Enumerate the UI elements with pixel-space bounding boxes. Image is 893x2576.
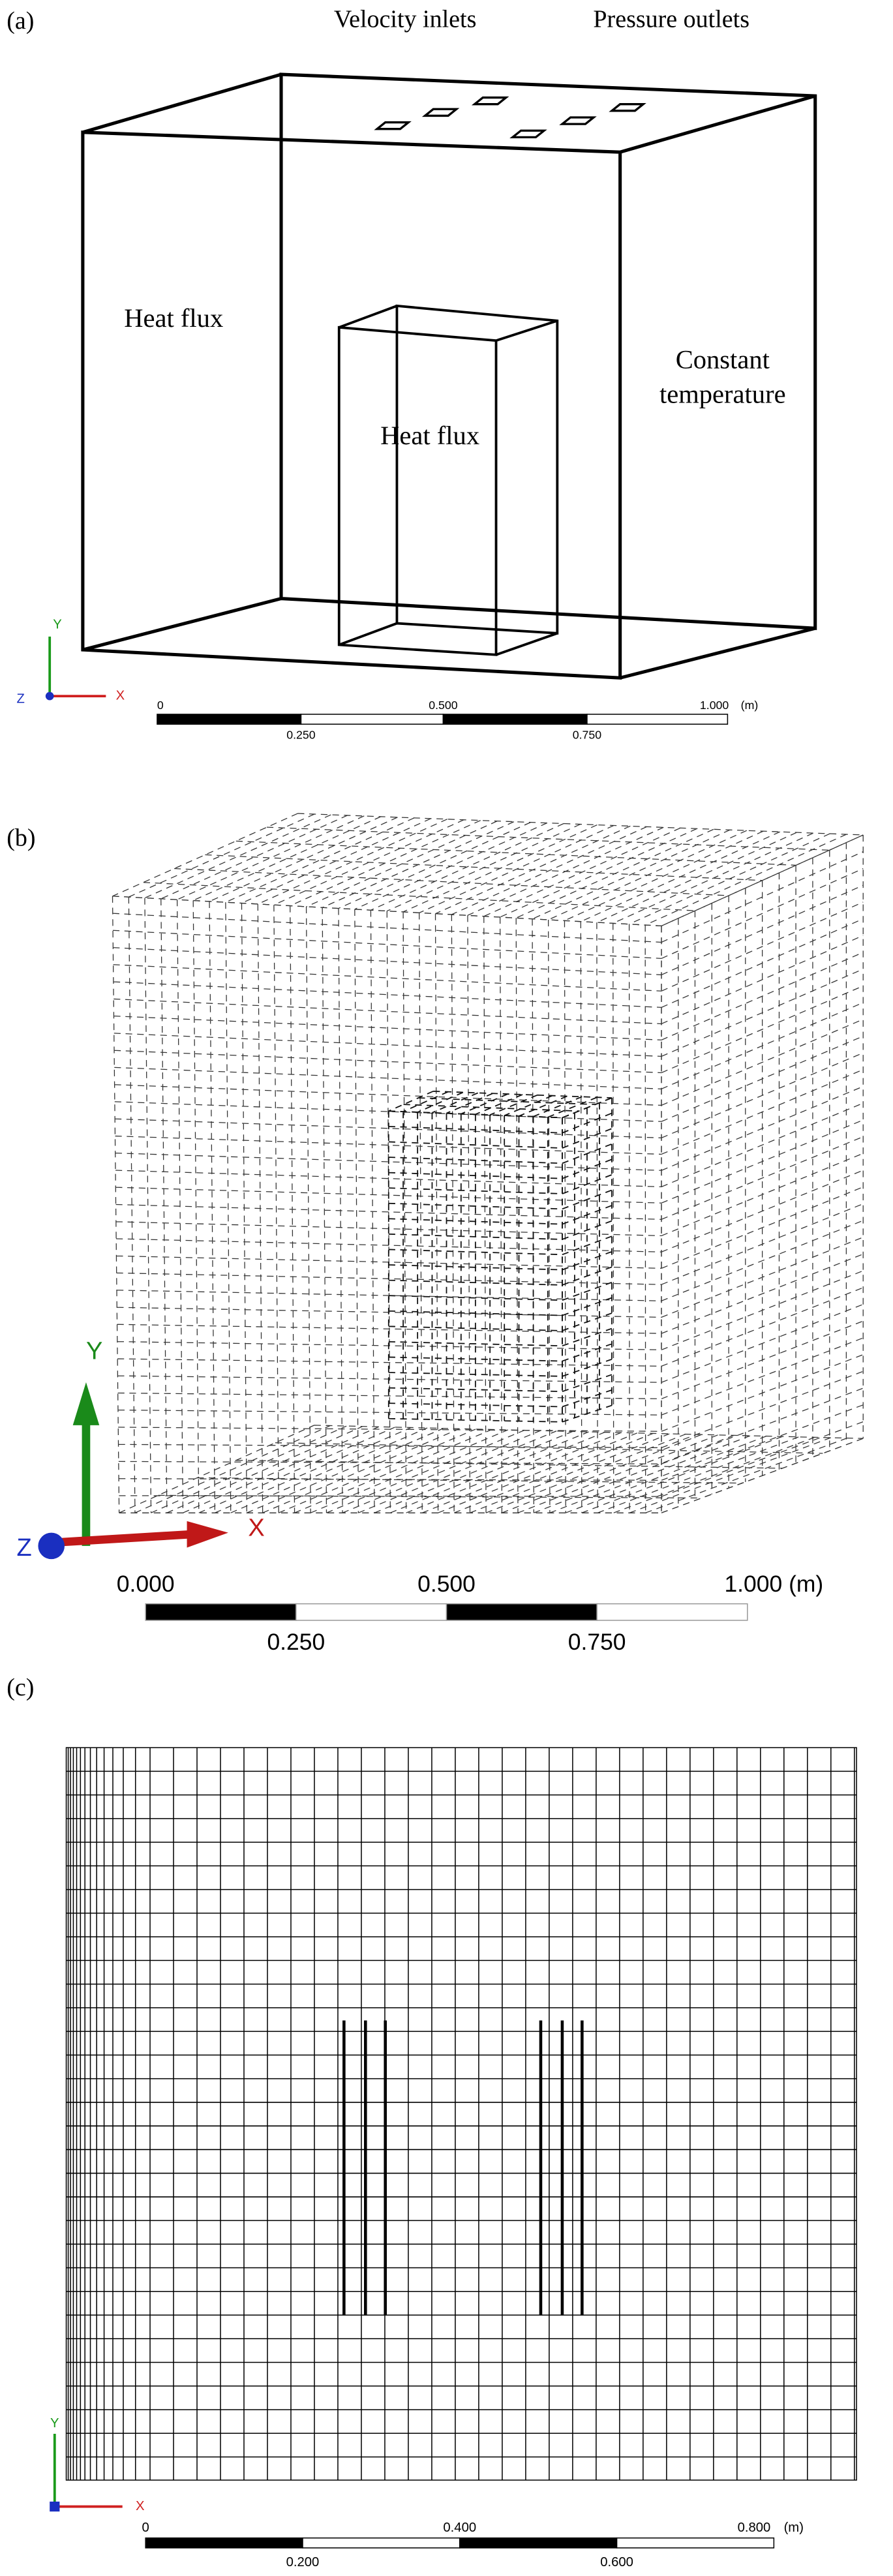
scale-label: 0 — [157, 699, 164, 712]
scale-segment — [586, 714, 729, 725]
inner-box — [337, 304, 559, 656]
panel-label: (c) — [7, 1674, 34, 1701]
grid-lines — [65, 1747, 857, 2481]
scale-label: 0.600 — [600, 2555, 633, 2569]
scale-label: 0 — [142, 2521, 149, 2535]
annotation: Heat flux — [124, 303, 223, 333]
scale-segment — [446, 1603, 598, 1621]
axis-label: Z — [16, 1534, 31, 1562]
panel-c: (c) Y X 0 0.400 0.800 (m) 0.200 0.600 — [7, 1674, 857, 2569]
scale-label: 1.000 — [700, 699, 729, 712]
scale-unit: (m) — [784, 2521, 804, 2535]
annotation: Heat flux — [380, 421, 479, 450]
axis-label: Y — [86, 1337, 102, 1365]
scale-label: 0.750 — [568, 1629, 626, 1655]
scale-bar — [145, 1603, 748, 1621]
scale-label: 0.500 — [417, 1571, 476, 1597]
annotation: temperature — [659, 380, 786, 409]
axis-label: X — [116, 688, 125, 703]
mesh-2d — [65, 1747, 857, 2481]
annotation: Constant — [676, 344, 770, 374]
scale-label: 0.250 — [267, 1629, 325, 1655]
axis-label: X — [248, 1515, 264, 1542]
mesh-face — [112, 813, 864, 927]
scale-segment — [145, 2537, 303, 2549]
scale-label: 0.000 — [117, 1571, 175, 1597]
scale-bar — [145, 2537, 775, 2549]
axis-label: Z — [16, 692, 24, 706]
z-axis-dot — [50, 2501, 60, 2512]
scale-bar — [157, 714, 729, 725]
axis-label: Y — [53, 617, 62, 631]
scale-label: 1.000 (m) — [724, 1571, 823, 1597]
mesh-face — [387, 1110, 563, 1423]
panel-label: (b) — [7, 824, 35, 851]
domain-box — [81, 72, 817, 680]
mesh-3d — [112, 813, 864, 1513]
scale-segment — [300, 714, 444, 725]
scale-segment — [295, 1603, 447, 1621]
mesh-face — [388, 1090, 613, 1119]
x-arrow-head — [187, 1521, 228, 1548]
panel-a: (a) Velocity inlets Pressure outlets Hea… — [7, 6, 817, 742]
scale-segment — [442, 714, 588, 725]
axis-label: X — [136, 2499, 145, 2513]
z-axis-dot — [45, 691, 54, 701]
mesh-face — [661, 834, 864, 1513]
inner-block-edges — [342, 2020, 584, 2315]
annotation: Pressure outlets — [593, 6, 749, 33]
scale-label: 0.400 — [443, 2521, 476, 2535]
y-arrow-head — [72, 1382, 100, 1425]
inner-mesh — [387, 1090, 613, 1423]
scale-segment — [302, 2537, 461, 2549]
scale-label: 0.800 — [738, 2521, 771, 2535]
scale-label: 0.750 — [573, 729, 602, 742]
panel-label: (a) — [7, 7, 34, 35]
scale-segment — [459, 2537, 618, 2549]
mesh-face — [562, 1097, 613, 1423]
vents — [374, 96, 646, 139]
panel-b: (b) Y X Z 0.000 0.500 1.000 (m) 0.250 0.… — [7, 813, 864, 1655]
scale-unit: (m) — [741, 699, 759, 712]
mesh-face — [119, 1425, 864, 1513]
scale-label: 0.500 — [429, 699, 458, 712]
scale-segment — [157, 714, 302, 725]
x-axis-arrow — [52, 1530, 191, 1547]
scale-segment — [596, 1603, 748, 1621]
axis-label: Y — [50, 2416, 59, 2431]
scale-label: 0.250 — [286, 729, 316, 742]
z-axis-dot — [38, 1532, 65, 1560]
scale-label: 0.200 — [286, 2555, 320, 2569]
annotation: Velocity inlets — [334, 6, 476, 33]
scale-segment — [145, 1603, 297, 1621]
scale-segment — [616, 2537, 775, 2549]
